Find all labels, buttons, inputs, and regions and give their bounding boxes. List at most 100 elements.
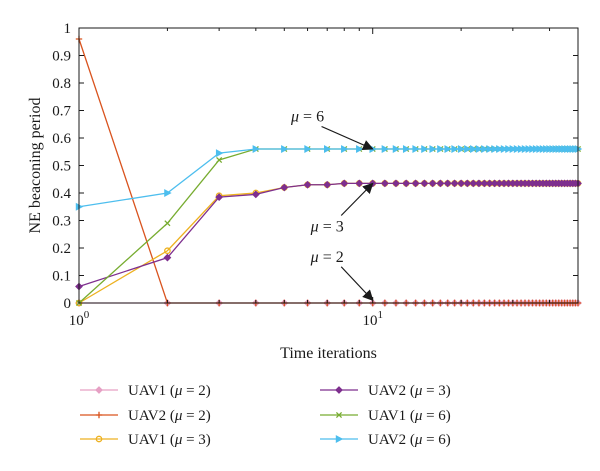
data-point bbox=[437, 145, 445, 153]
y-tick-label: 0.9 bbox=[52, 49, 71, 65]
y-tick-label: 0 bbox=[64, 296, 72, 312]
data-point bbox=[529, 145, 537, 153]
legend-marker bbox=[95, 435, 103, 443]
legend-item-5: UAV1 (μ = 6) bbox=[320, 408, 451, 424]
y-tick-label: 0.8 bbox=[52, 76, 71, 92]
legend: UAV1 (μ = 2) UAV2 (μ = 2) UAV1 (μ = 3) UAV2… bbox=[80, 383, 451, 448]
legend-marker bbox=[335, 435, 344, 443]
data-point bbox=[324, 145, 332, 153]
data-point bbox=[392, 145, 401, 153]
data-point bbox=[216, 156, 223, 164]
series-3 bbox=[75, 180, 582, 307]
y-tick-label: 0.2 bbox=[52, 241, 71, 257]
annotation-3: μ = 2 bbox=[310, 249, 374, 302]
annotation-label: μ = 3 bbox=[310, 219, 344, 236]
data-point bbox=[421, 145, 429, 153]
y-axis-label: NE beaconing period bbox=[27, 98, 44, 234]
legend-item-6: UAV2 (μ = 6) bbox=[320, 432, 451, 448]
legend-label: UAV1 (μ = 3) bbox=[128, 432, 211, 448]
data-point bbox=[496, 145, 504, 153]
data-point bbox=[509, 145, 518, 153]
data-point bbox=[412, 145, 420, 153]
data-point bbox=[164, 220, 171, 227]
annotation-1: μ = 6 bbox=[290, 109, 374, 151]
legend-label: UAV2 (μ = 3) bbox=[368, 383, 451, 399]
series-4 bbox=[75, 179, 582, 291]
data-point bbox=[402, 179, 411, 188]
data-point bbox=[428, 179, 437, 188]
legend-label: UAV2 (μ = 2) bbox=[128, 408, 211, 424]
series-6 bbox=[75, 145, 583, 211]
data-point bbox=[513, 145, 522, 153]
data-point bbox=[480, 179, 489, 188]
annotations: μ = 6 μ = 3 μ = 2 bbox=[290, 109, 374, 302]
data-point bbox=[304, 145, 312, 153]
data-point bbox=[281, 145, 289, 153]
data-point bbox=[451, 145, 459, 153]
data-point bbox=[251, 190, 260, 199]
y-tick-label: 0.6 bbox=[52, 131, 71, 147]
annotation-arrow bbox=[321, 125, 374, 151]
data-point bbox=[355, 179, 364, 188]
data-point bbox=[323, 180, 332, 189]
legend-item-2: UAV2 (μ = 2) bbox=[80, 408, 211, 424]
data-point bbox=[521, 145, 530, 153]
annotation-label: μ = 2 bbox=[310, 249, 344, 266]
data-point bbox=[356, 145, 364, 153]
data-point bbox=[381, 145, 390, 153]
data-point bbox=[429, 145, 437, 153]
legend-item-3: UAV1 (μ = 3) bbox=[80, 432, 211, 448]
y-tick-label: 0.5 bbox=[52, 159, 71, 175]
annotation-2: μ = 3 bbox=[310, 182, 374, 236]
annotation-arrow bbox=[340, 182, 374, 216]
data-point bbox=[470, 145, 478, 153]
series-line bbox=[78, 182, 578, 304]
data-point bbox=[475, 179, 483, 188]
data-point bbox=[450, 179, 459, 188]
data-point bbox=[457, 179, 466, 188]
data-point bbox=[525, 145, 534, 153]
data-point bbox=[436, 179, 445, 188]
axes: 0 0.1 0.2 0.3 0.4 0.5 0.6 0.7 0.8 0.9 1 100 101 Time … bbox=[27, 21, 579, 362]
data-point bbox=[164, 247, 171, 255]
legend-item-4: UAV2 (μ = 3) bbox=[320, 383, 451, 399]
data-point bbox=[475, 145, 484, 153]
data-point bbox=[163, 253, 172, 262]
legend-marker bbox=[95, 386, 103, 394]
data-point bbox=[444, 145, 452, 153]
x-tick-label: 101 bbox=[362, 309, 383, 329]
x-tick-label: 100 bbox=[69, 309, 90, 329]
y-tick-label: 0.7 bbox=[52, 104, 71, 120]
data-point bbox=[420, 179, 429, 188]
data-point bbox=[402, 145, 411, 153]
data-point bbox=[457, 145, 466, 153]
data-point bbox=[215, 193, 224, 202]
data-point bbox=[485, 179, 494, 188]
data-point bbox=[464, 145, 472, 153]
data-point bbox=[411, 179, 420, 188]
data-point bbox=[303, 180, 312, 189]
data-point bbox=[517, 145, 526, 153]
y-tick-label: 0.1 bbox=[52, 269, 71, 285]
legend-label: UAV1 (μ = 6) bbox=[368, 408, 451, 424]
data-point bbox=[463, 179, 472, 188]
legend-marker bbox=[335, 411, 343, 419]
data-point bbox=[491, 145, 499, 153]
series-line bbox=[78, 148, 578, 208]
y-tick-label: 1 bbox=[64, 21, 72, 37]
data-point bbox=[280, 183, 289, 192]
data-point bbox=[380, 179, 389, 188]
legend-marker bbox=[335, 386, 343, 394]
data-point bbox=[481, 145, 489, 153]
data-point bbox=[392, 179, 400, 188]
data-point bbox=[500, 145, 509, 153]
annotation-arrow bbox=[340, 266, 374, 302]
annotation-label: μ = 6 bbox=[290, 109, 324, 126]
data-point bbox=[443, 179, 452, 188]
data-point bbox=[469, 179, 478, 188]
data-point bbox=[215, 149, 224, 158]
y-tick-label: 0.3 bbox=[52, 214, 71, 230]
data-point bbox=[341, 145, 349, 153]
data-point bbox=[486, 145, 494, 153]
